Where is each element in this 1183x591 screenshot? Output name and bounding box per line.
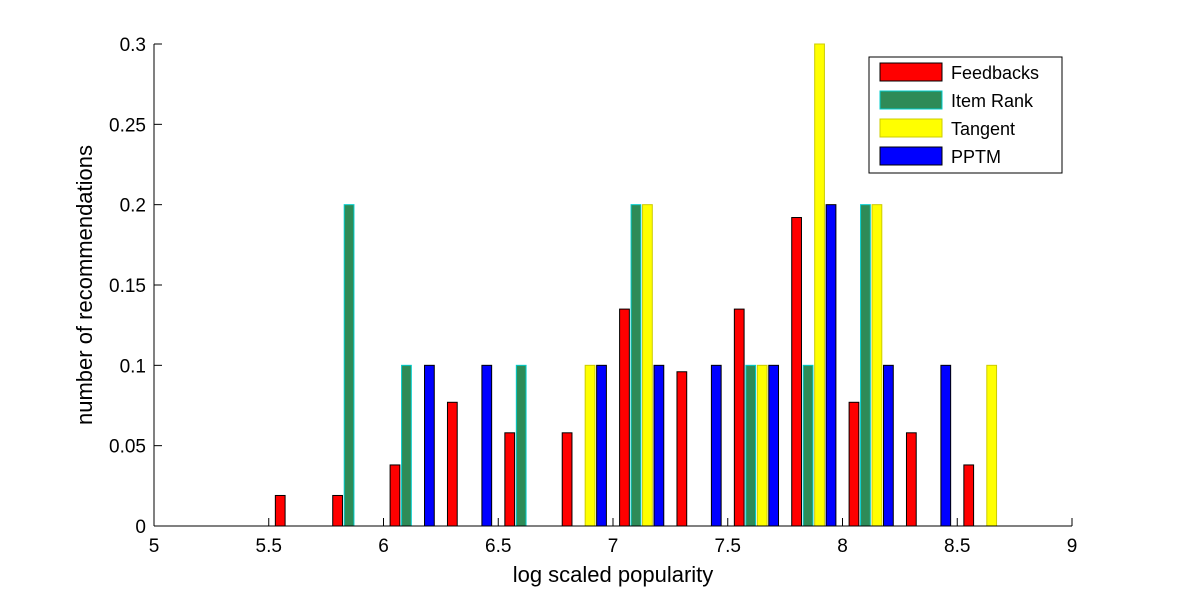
x-tick-label: 5.5	[256, 536, 282, 557]
bar-item-rank	[343, 204, 355, 527]
bar-item-rank	[401, 364, 412, 527]
y-tick-label: 0.05	[109, 437, 146, 458]
bar-pptm	[481, 364, 493, 527]
legend-label: Tangent	[951, 119, 1015, 139]
y-tick-label: 0.3	[120, 35, 146, 56]
bar-feedbacks	[274, 494, 286, 527]
bar-tangent	[814, 43, 825, 527]
legend-swatch	[879, 146, 943, 166]
y-tick-label: 0.15	[109, 276, 146, 297]
bar-tangent	[756, 364, 768, 527]
x-tick-label: 7	[608, 536, 619, 557]
bar-item-rank	[860, 204, 871, 527]
y-tick-label: 0	[135, 517, 146, 538]
bar-pptm	[424, 364, 435, 527]
bar-tangent	[871, 204, 883, 527]
bar-pptm	[883, 364, 894, 527]
bars-layer	[274, 43, 998, 527]
bar-item-rank	[630, 204, 642, 527]
x-tick-label: 6	[378, 536, 389, 557]
bar-tangent	[584, 364, 596, 527]
bar-pptm	[768, 364, 780, 527]
y-tick-label: 0.1	[120, 356, 146, 377]
bar-item-rank	[802, 364, 814, 527]
bar-feedbacks	[791, 217, 802, 527]
bar-tangent	[986, 364, 998, 527]
bar-feedbacks	[848, 401, 860, 527]
bar-feedbacks	[733, 308, 745, 527]
x-tick-label: 8.5	[944, 536, 970, 557]
x-axis-label: log scaled popularity	[513, 562, 714, 587]
bar-feedbacks	[389, 464, 401, 527]
bar-pptm	[653, 364, 665, 527]
legend-label: Feedbacks	[951, 63, 1039, 83]
bar-feedbacks	[561, 432, 573, 527]
bar-pptm	[596, 364, 607, 527]
bar-pptm	[710, 364, 722, 527]
y-tick-label: 0.25	[109, 115, 146, 136]
bar-feedbacks	[963, 464, 975, 527]
bar-feedbacks	[504, 432, 516, 527]
x-tick-label: 7.5	[715, 536, 741, 557]
legend-label: PPTM	[951, 147, 1001, 167]
bar-tangent	[642, 204, 653, 527]
legend-swatch	[879, 118, 943, 138]
x-tick-label: 6.5	[485, 536, 511, 557]
bar-feedbacks	[446, 401, 458, 527]
bar-feedbacks	[905, 432, 917, 527]
legend: Feedbacks Item Rank Tangent PPTM	[868, 56, 1063, 174]
bar-pptm	[825, 204, 837, 527]
x-tick-label: 8	[837, 536, 848, 557]
axes-layer: 5 5.5 6 6.5 7 7.5 8 8.5 9 0 0.05 0.1 0.15 0.2 0.25 0.3	[109, 35, 1077, 557]
bar-pptm	[940, 364, 952, 527]
y-tick-label: 0.2	[120, 196, 146, 217]
bar-feedbacks	[332, 494, 343, 527]
bar-feedbacks	[676, 371, 688, 527]
bar-item-rank	[515, 364, 527, 527]
legend-swatch	[879, 62, 943, 82]
y-axis-label: number of recommendations	[72, 145, 97, 425]
bar-item-rank	[745, 364, 757, 527]
legend-label: Item Rank	[951, 91, 1034, 111]
bar-feedbacks	[619, 308, 630, 527]
legend-swatch	[879, 90, 943, 110]
x-tick-label: 5	[149, 536, 160, 557]
x-tick-label: 9	[1067, 536, 1078, 557]
